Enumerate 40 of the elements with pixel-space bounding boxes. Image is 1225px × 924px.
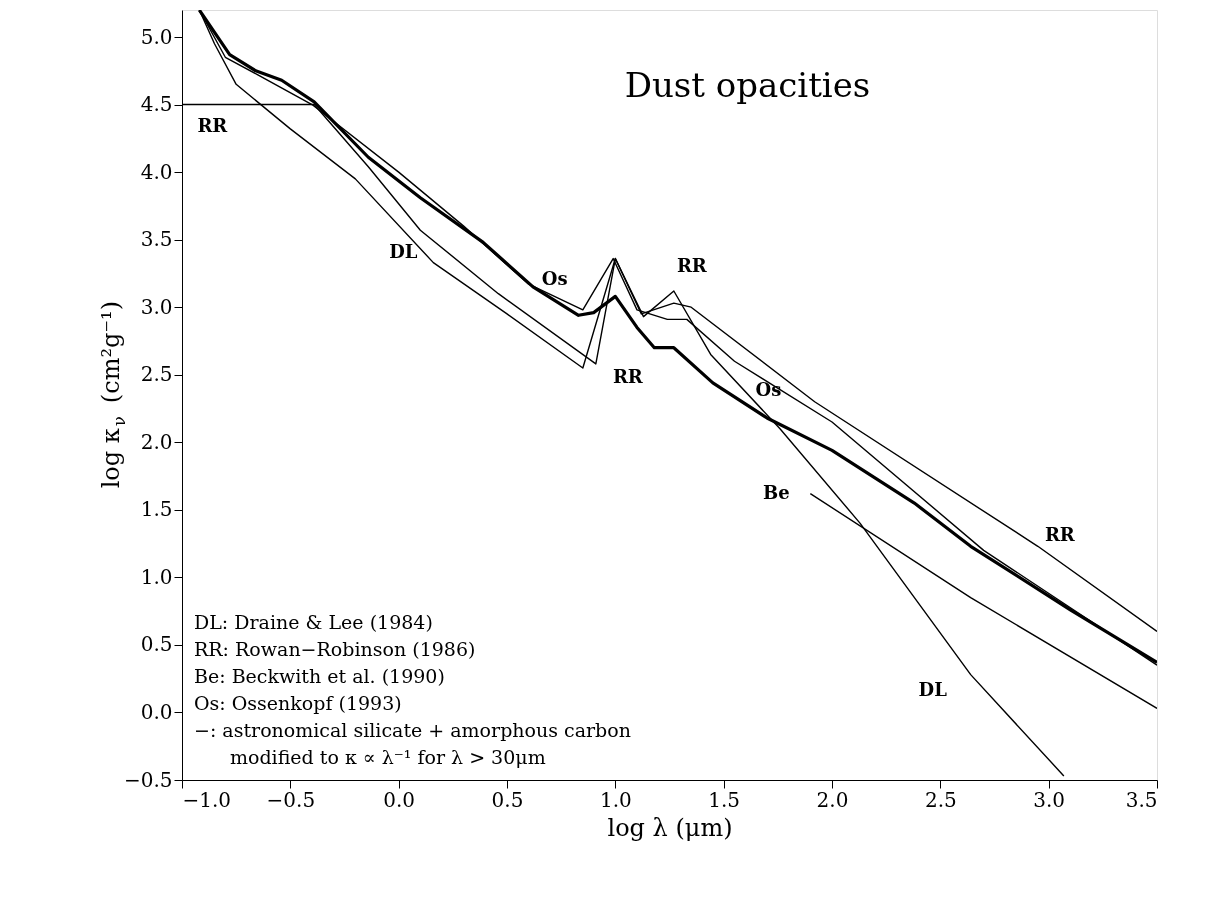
annotation: Be: Beckwith et al. (1990) [194,665,445,687]
annotation: Os: Ossenkopf (1993) [194,692,402,714]
y-tick-label: 3.0 [140,294,173,319]
y-tick-label: 5.0 [140,24,173,49]
annotation: DL: Draine & Lee (1984) [194,611,433,633]
x-tick-label: 3.5 [1125,787,1158,812]
annotation: modified to κ ∝ λ⁻¹ for λ > 30μm [230,746,546,768]
x-tick-label: 2.0 [816,787,849,812]
y-tick-label: 1.0 [140,564,173,589]
y-tick-label: 2.0 [140,429,173,454]
annotation: RR [1044,524,1076,546]
y-tick-label: 1.5 [140,497,173,522]
x-tick-label: 0.0 [383,787,416,812]
annotation: Os [541,267,568,289]
y-tick-label: 0.5 [140,632,173,657]
annotation: RR [676,255,708,277]
annotation: RR: Rowan−Robinson (1986) [194,638,476,660]
annotation: −: astronomical silicate + amorphous carbon [194,719,631,741]
y-tick-label: 2.5 [140,362,173,387]
annotation: DL [389,240,418,262]
annotation: Os [755,379,782,401]
x-tick-label: 0.5 [491,787,524,812]
x-tick-label: 3.0 [1033,787,1066,812]
annotation: DL [918,678,948,700]
annotation: RR [612,365,644,387]
y-axis-title: log κν (cm²g⁻¹) [97,300,129,489]
x-axis-title: log λ (μm) [607,813,733,842]
x-tick-label: 1.5 [708,787,741,812]
text: Dust opacities [624,65,871,105]
x-tick-label: −0.5 [266,787,316,812]
y-tick-label: 4.5 [140,92,173,117]
y-tick-label: 3.5 [140,227,173,252]
x-tick-label: 2.5 [924,787,957,812]
x-tick-label: −1.0 [182,787,232,812]
y-tick-label: −0.5 [123,767,173,792]
y-tick-label: 0.0 [140,699,173,724]
annotation: Be [763,481,790,503]
y-tick-label: 4.0 [140,159,173,184]
annotation: RR [197,114,229,136]
x-tick-label: 1.0 [599,787,632,812]
